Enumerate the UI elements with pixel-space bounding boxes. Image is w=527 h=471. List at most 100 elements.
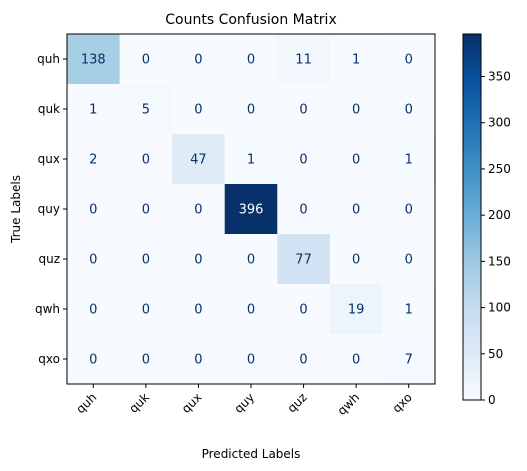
- x-tick-label: quz: [285, 390, 310, 415]
- x-tick-label: quk: [126, 390, 152, 416]
- heatmap-cell: [329, 134, 383, 185]
- cell-value-label: 1: [89, 103, 97, 118]
- x-axis-label: Predicted Labels: [202, 447, 301, 461]
- heatmap-cell: [277, 134, 331, 185]
- heatmap-cell: [172, 34, 226, 85]
- heatmap-cell: [67, 234, 121, 285]
- cell-value-label: 47: [190, 153, 207, 168]
- cell-value-label: 0: [352, 153, 360, 168]
- x-axis-ticks: quh quk qux quy quz qwh qxo: [73, 384, 415, 418]
- heatmap-cell: [277, 234, 331, 285]
- heatmap-cell: [224, 84, 278, 135]
- cell-value-label: 0: [352, 103, 360, 118]
- colorbar-tick-label: 300: [488, 116, 511, 130]
- heatmap-cell: [277, 284, 331, 335]
- heatmap-cell: [119, 184, 173, 235]
- cell-value-label: 0: [89, 303, 97, 318]
- heatmap-cell: [277, 84, 331, 135]
- heatmap-cell: [119, 134, 173, 185]
- heatmap-cell: [67, 334, 121, 385]
- colorbar-ticks: 0 50 100 150 200 250 300 350: [481, 70, 511, 407]
- heatmap-cell: [382, 134, 436, 185]
- heatmap-cell: [119, 334, 173, 385]
- cell-value-label: 0: [405, 103, 413, 118]
- heatmap-cell: [277, 334, 331, 385]
- heatmap-cell: [224, 284, 278, 335]
- y-tick-label: quy: [38, 202, 60, 216]
- heatmap-cell: [224, 234, 278, 285]
- heatmap-cell: [224, 134, 278, 185]
- heatmap-cell: [329, 284, 383, 335]
- cell-value-label: 0: [194, 203, 202, 218]
- heatmap-cell: [382, 284, 436, 335]
- cell-value-label: 0: [142, 53, 150, 68]
- heatmap-cell: [172, 284, 226, 335]
- heatmap-cell: [67, 134, 121, 185]
- colorbar-tick-label: 100: [488, 301, 511, 315]
- cell-value-label: 7: [405, 353, 413, 368]
- cell-value-label: 0: [299, 303, 307, 318]
- x-tick-label: qux: [179, 390, 205, 416]
- heatmap-cell: [329, 84, 383, 135]
- heatmap-cell-labels: 138 0 0 0 11 1 01 5 0 0 0 0 02 0 47 1 0 0 10 0 0 396 0 0 00 0 0 0 77…: [81, 53, 413, 368]
- cell-value-label: 1: [405, 153, 413, 168]
- cell-value-label: 0: [405, 53, 413, 68]
- cell-value-label: 0: [352, 253, 360, 268]
- cell-value-label: 0: [194, 253, 202, 268]
- y-tick-label: qxo: [38, 352, 60, 366]
- cell-value-label: 0: [194, 353, 202, 368]
- cell-value-label: 0: [405, 253, 413, 268]
- cell-value-label: 0: [142, 253, 150, 268]
- heatmap-cell: [172, 334, 226, 385]
- x-tick-label: quy: [231, 390, 257, 416]
- heatmap-cell: [329, 334, 383, 385]
- cell-value-label: 0: [142, 353, 150, 368]
- colorbar-tick-label: 250: [488, 162, 511, 176]
- heatmap-cell: [67, 284, 121, 335]
- colorbar-tick-label: 0: [488, 393, 496, 407]
- cell-value-label: 0: [299, 203, 307, 218]
- heatmap-cell: [119, 34, 173, 85]
- colorbar-tick-label: 350: [488, 70, 511, 84]
- heatmap-cell: [67, 34, 121, 85]
- cell-value-label: 0: [194, 53, 202, 68]
- x-tick-label: qxo: [390, 390, 415, 415]
- cell-value-label: 0: [405, 203, 413, 218]
- heatmap-cell: [119, 234, 173, 285]
- heatmap-cell: [382, 334, 436, 385]
- cell-value-label: 5: [142, 103, 150, 118]
- cell-value-label: 0: [299, 153, 307, 168]
- heatmap-cell: [277, 34, 331, 85]
- heatmap-cell: [172, 234, 226, 285]
- cell-value-label: 0: [89, 353, 97, 368]
- cell-value-label: 2: [89, 153, 97, 168]
- cell-value-label: 0: [89, 253, 97, 268]
- cell-value-label: 1: [352, 53, 360, 68]
- y-axis-label: True Labels: [9, 175, 23, 244]
- cell-value-label: 0: [142, 153, 150, 168]
- y-axis-ticks: quh quk qux quy quz qwh qxo: [35, 52, 67, 366]
- cell-value-label: 1: [405, 303, 413, 318]
- cell-value-label: 138: [81, 53, 106, 68]
- colorbar: [462, 33, 482, 401]
- colorbar-tick-label: 50: [488, 347, 503, 361]
- cell-value-label: 0: [299, 353, 307, 368]
- heatmap-cell: [329, 184, 383, 235]
- heatmap-cell: [172, 84, 226, 135]
- y-tick-label: qux: [38, 152, 60, 166]
- cell-value-label: 0: [352, 353, 360, 368]
- heatmap-cell: [329, 234, 383, 285]
- cell-value-label: 0: [247, 353, 255, 368]
- heatmap-cell: [224, 184, 278, 235]
- heatmap-cell: [67, 84, 121, 135]
- colorbar-tick-label: 150: [488, 254, 511, 268]
- cell-value-label: 0: [247, 53, 255, 68]
- heatmap-cell: [119, 284, 173, 335]
- cell-value-label: 0: [352, 203, 360, 218]
- heatmap-cell: [382, 84, 436, 135]
- y-tick-label: quk: [38, 102, 60, 116]
- heatmap-cell: [67, 184, 121, 235]
- y-tick-label: qwh: [35, 302, 60, 316]
- cell-value-label: 0: [194, 103, 202, 118]
